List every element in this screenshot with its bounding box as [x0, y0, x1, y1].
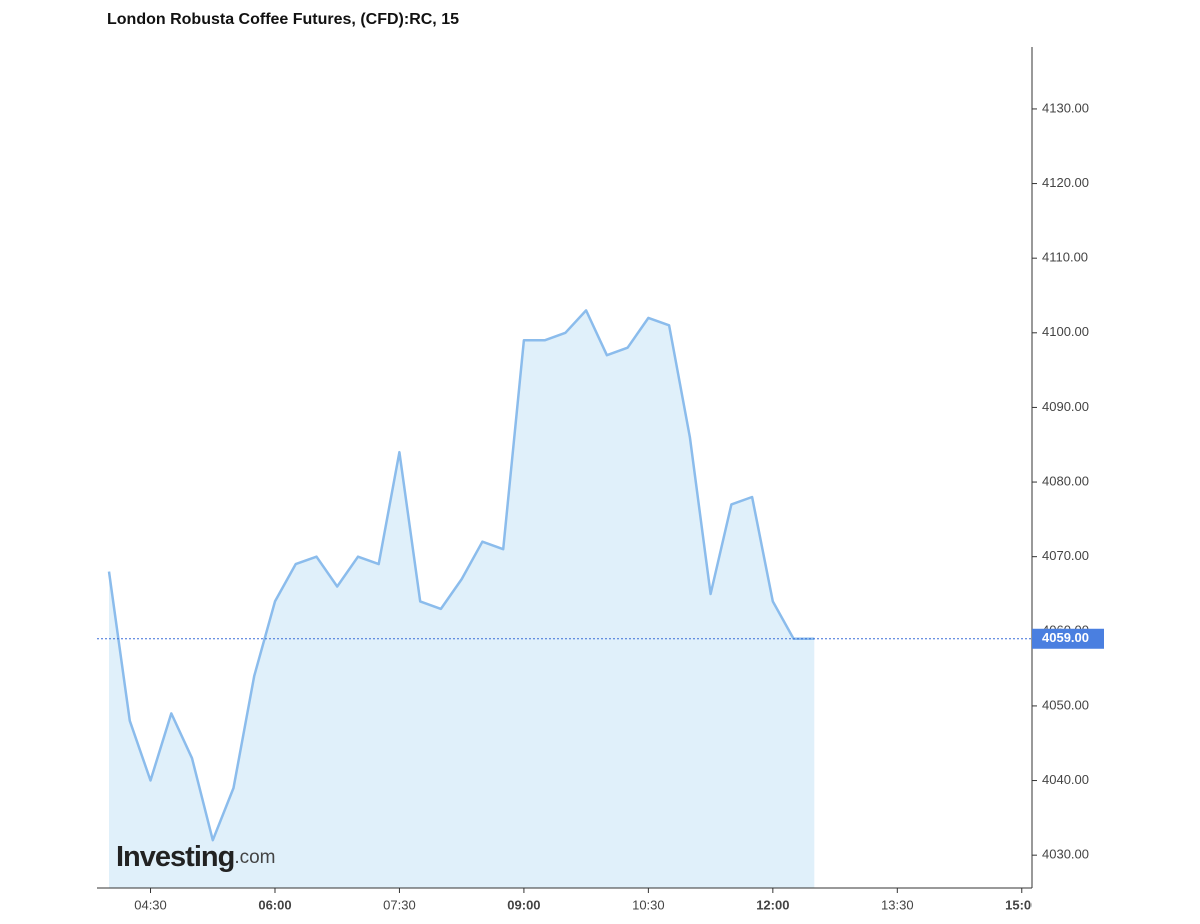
y-tick-label: 4090.00 — [1042, 399, 1089, 414]
watermark: Investing.com — [116, 841, 276, 873]
last-price-label: 4059.00 — [1042, 630, 1089, 645]
y-tick-label: 4120.00 — [1042, 175, 1089, 190]
y-tick-label: 4050.00 — [1042, 697, 1089, 712]
y-tick-label: 4040.00 — [1042, 772, 1089, 787]
y-tick-label: 4080.00 — [1042, 473, 1089, 488]
x-tick-label: 07:30 — [383, 897, 416, 912]
y-tick-label: 4110.00 — [1042, 250, 1088, 265]
x-tick-label: 06:00 — [258, 897, 291, 912]
watermark-brand: Investing — [116, 841, 234, 873]
x-tick-label: 13:30 — [881, 897, 914, 912]
y-tick-label: 4100.00 — [1042, 324, 1089, 339]
watermark-suffix: .com — [234, 847, 275, 868]
x-tick-label: 15:00 — [1005, 897, 1038, 912]
x-tick-label: 10:30 — [632, 897, 665, 912]
x-tick-label: 04:30 — [134, 897, 167, 912]
y-tick-label: 4030.00 — [1042, 847, 1089, 862]
area-fill — [109, 310, 815, 888]
y-tick-label: 4070.00 — [1042, 548, 1089, 563]
last-price-box — [1032, 628, 1104, 649]
y-tick-label: 4130.00 — [1042, 100, 1089, 115]
chart-title: London Robusta Coffee Futures, (CFD):RC,… — [107, 11, 459, 28]
price-line — [107, 309, 815, 842]
x-tick-label: 12:00 — [756, 897, 789, 912]
x-tick-label: 09:00 — [507, 897, 540, 912]
